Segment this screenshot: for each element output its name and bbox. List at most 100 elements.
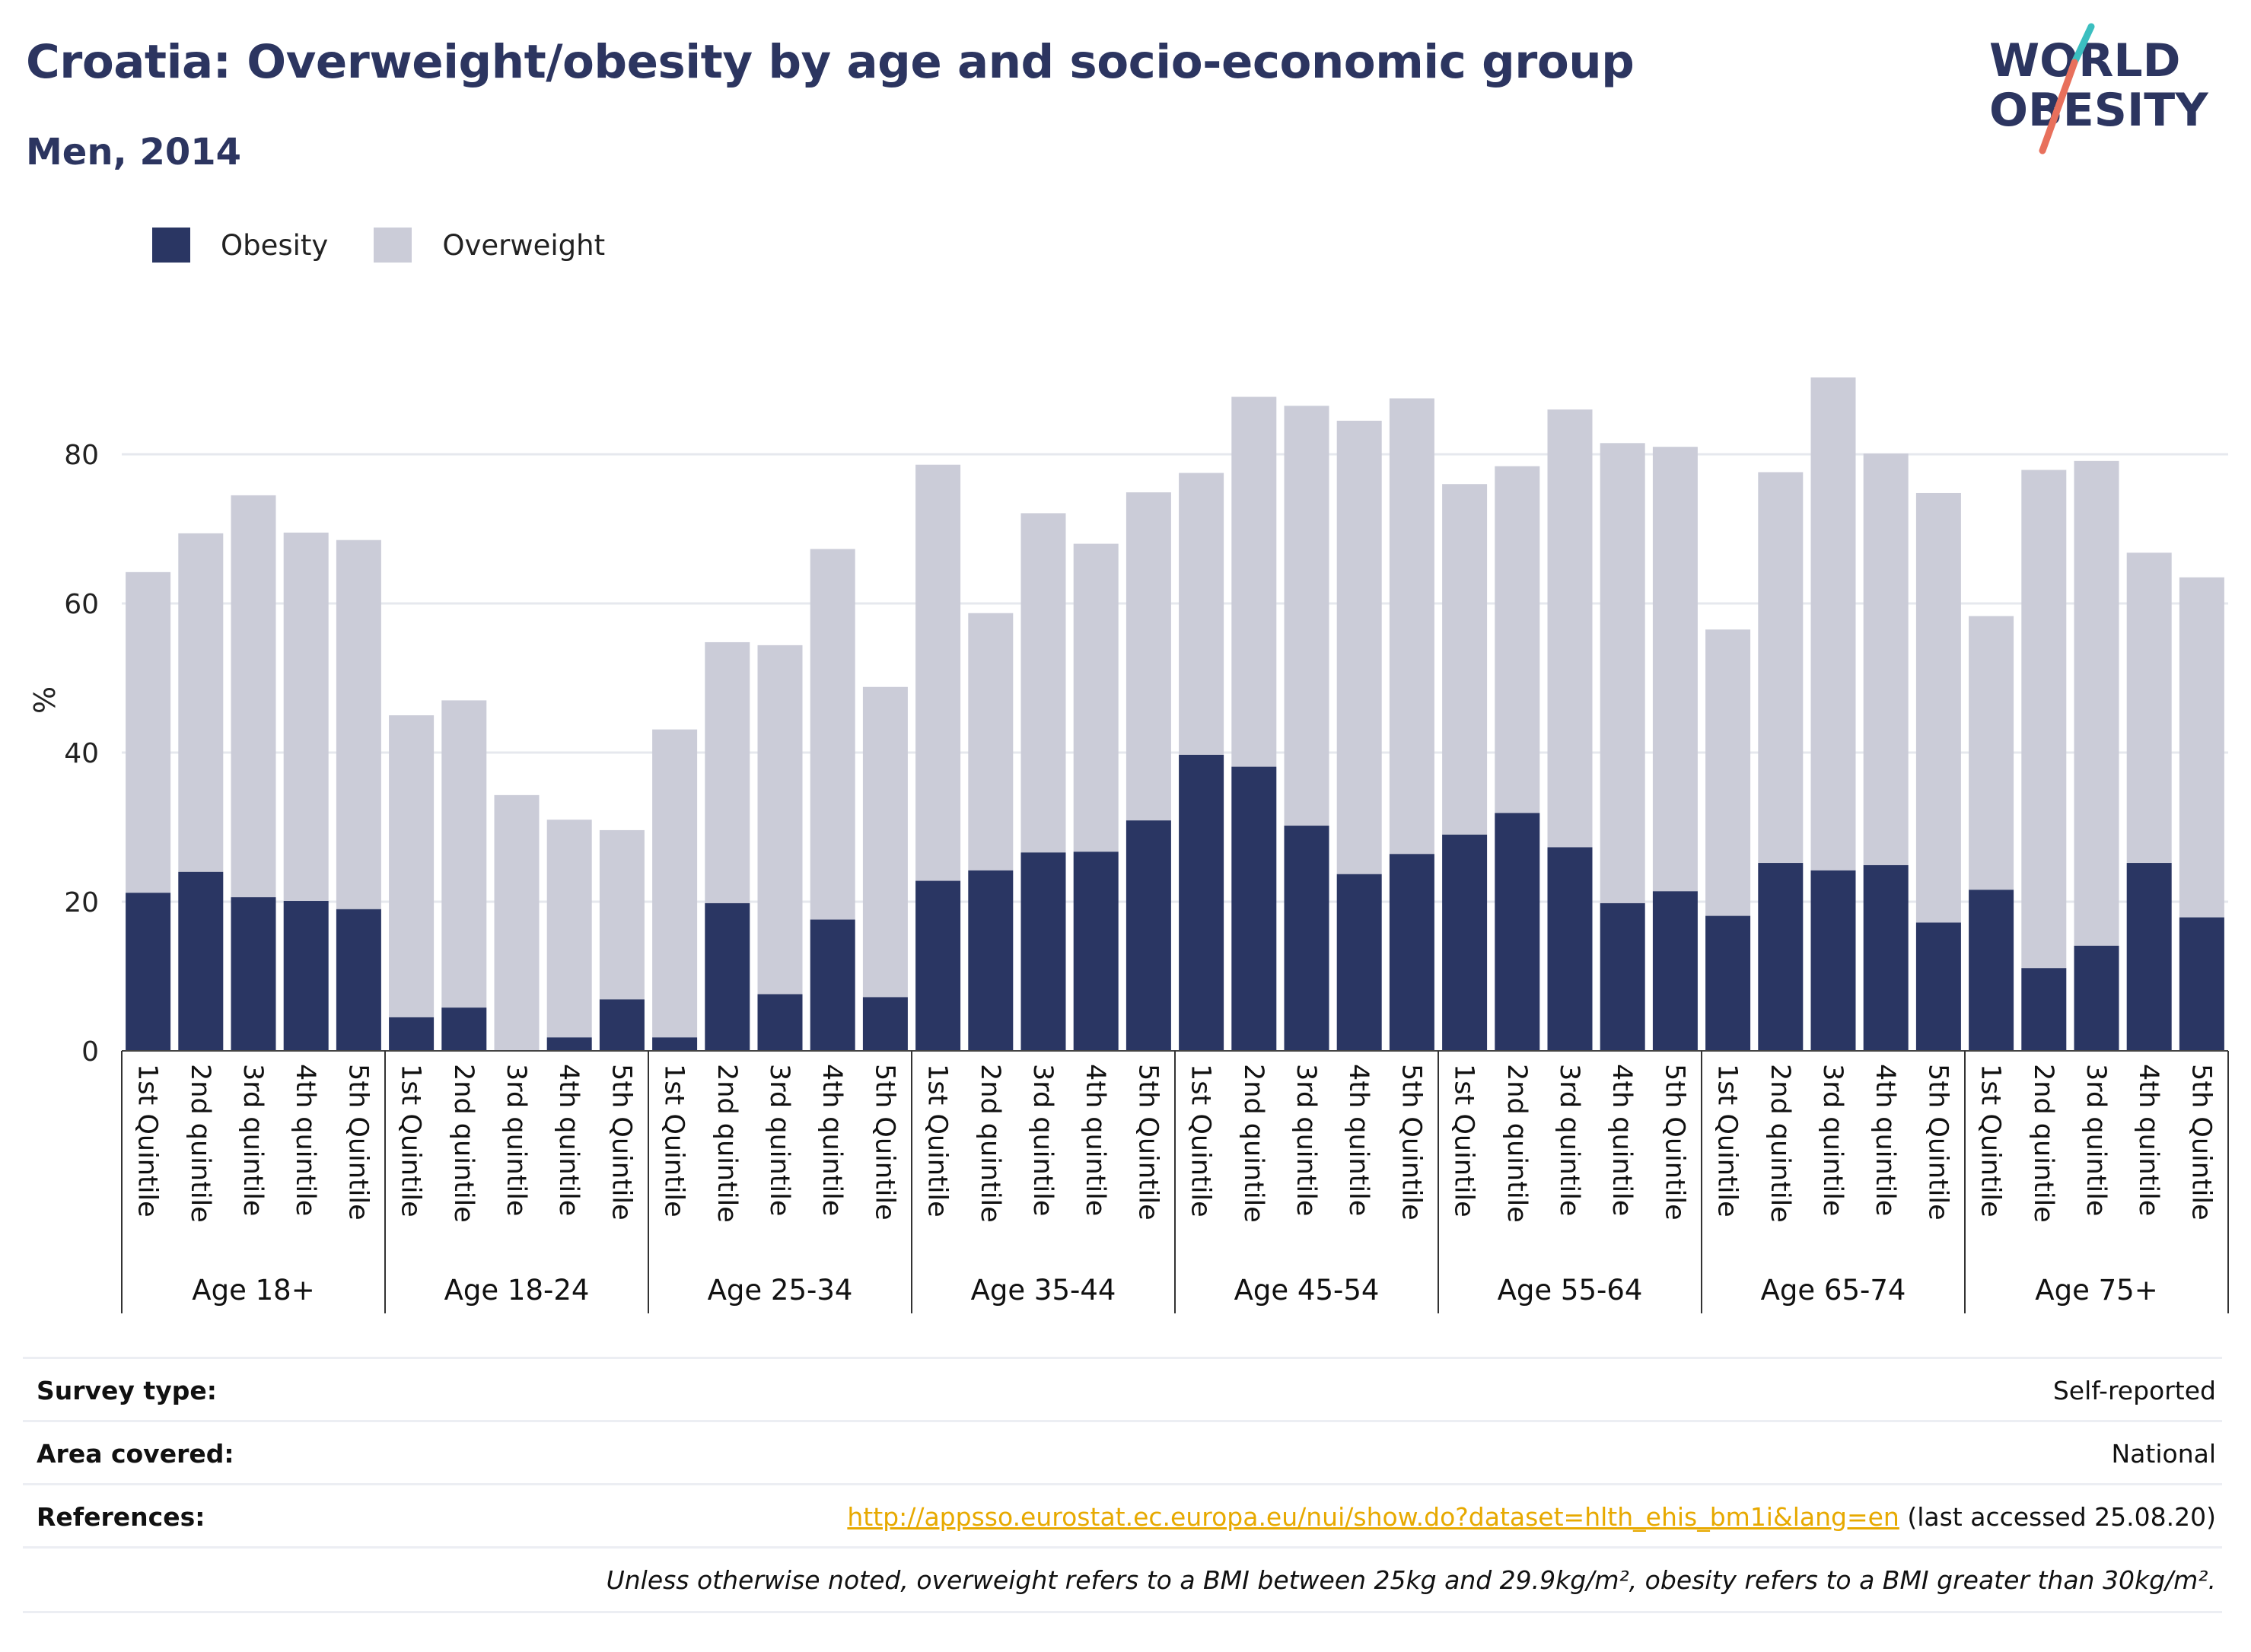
bar-obesity (1652, 891, 1698, 1051)
bar-obesity (336, 909, 381, 1051)
bar-overweight (1073, 543, 1119, 852)
bar-overweight (1336, 420, 1382, 874)
x-category-label: 1st Quintile (132, 1064, 163, 1218)
bar-obesity (1705, 915, 1751, 1051)
bar-overweight (1284, 406, 1329, 826)
y-tick-label: 60 (64, 589, 99, 620)
references-label: References: (37, 1501, 205, 1532)
bar-obesity (652, 1037, 698, 1051)
info-row-note: Unless otherwise noted, overweight refer… (23, 1546, 2222, 1613)
logo-slash-teal (2071, 23, 2095, 66)
y-tick-label: 80 (64, 440, 99, 471)
bar-overweight (126, 571, 171, 893)
x-category-label: 5th Quintile (1132, 1064, 1163, 1221)
x-category-label: 1st Quintile (1449, 1064, 1479, 1218)
reference-link[interactable]: http://appsso.eurostat.ec.europa.eu/nui/… (847, 1501, 1899, 1532)
x-category-label: 3rd quintile (1027, 1064, 1058, 1216)
x-category-label: 2nd quintile (448, 1064, 479, 1223)
bar-overweight (1969, 616, 2014, 890)
x-category-label: 5th Quintile (1922, 1064, 1953, 1221)
x-category-label: 2nd quintile (185, 1064, 215, 1223)
chart-title: Croatia: Overweight/obesity by age and s… (26, 35, 1635, 89)
x-category-label: 4th quintile (817, 1064, 847, 1216)
bar-obesity (2021, 968, 2067, 1051)
x-category-label: 4th quintile (1870, 1064, 1900, 1216)
stacked-bar-chart: 0 20 40 60 80% 1st Quintile 2nd quintile 3rd qu… (28, 377, 2229, 1313)
survey-type-label: Survey type: (37, 1375, 217, 1405)
bar-overweight (2074, 460, 2119, 946)
area-covered-label: Area covered: (37, 1438, 234, 1469)
x-group-label: Age 65-74 (1761, 1274, 1906, 1307)
bar-obesity (1758, 863, 1804, 1051)
x-category-label: 3rd quintile (1291, 1064, 1321, 1216)
bar-obesity (1020, 852, 1066, 1051)
area-covered-value: National (2111, 1438, 2216, 1469)
y-tick-label: 0 (81, 1036, 99, 1068)
x-category-label: 5th Quintile (2186, 1064, 2216, 1221)
x-category-label: 2nd quintile (1501, 1064, 1532, 1223)
x-group-label: Age 35-44 (971, 1274, 1116, 1307)
bar-obesity (1547, 847, 1593, 1051)
x-group-label: Age 75+ (2035, 1274, 2157, 1307)
legend-item-obesity[interactable]: Obesity (152, 228, 328, 263)
bar-obesity (1231, 766, 1277, 1051)
world-obesity-logo: WORLD OBESITY (1989, 23, 2209, 154)
x-category-label: 1st Quintile (922, 1064, 953, 1218)
bar-overweight (1863, 454, 1909, 865)
bar-overweight (1126, 492, 1171, 821)
x-category-label: 2nd quintile (975, 1064, 1005, 1223)
bar-obesity (1073, 851, 1119, 1051)
x-category-label: 5th Quintile (1396, 1064, 1426, 1221)
bar-obesity (2126, 863, 2172, 1051)
bar-overweight (757, 645, 803, 995)
bar-obesity (178, 871, 224, 1051)
info-row-area-covered: Area covered: National (23, 1420, 2222, 1485)
bar-obesity (1495, 813, 1540, 1051)
x-category-label: 1st Quintile (396, 1064, 426, 1218)
x-category-label: 1st Quintile (1976, 1064, 2006, 1218)
x-category-label: 3rd quintile (764, 1064, 794, 1216)
bar-obesity (2074, 945, 2119, 1051)
x-category-label: 1st Quintile (659, 1064, 689, 1218)
bar-overweight (1389, 398, 1434, 855)
info-row-references: References: http://appsso.eurostat.ec.eu… (23, 1483, 2222, 1548)
bar-obesity (968, 870, 1014, 1051)
bar-overweight (2126, 552, 2172, 864)
bar-obesity (283, 901, 329, 1051)
x-category-label: 3rd quintile (1817, 1064, 1848, 1216)
x-category-label: 5th Quintile (606, 1064, 636, 1221)
bar-obesity (1179, 754, 1224, 1051)
bar-obesity (1915, 922, 1961, 1051)
bar-obesity (810, 919, 855, 1051)
x-category-label: 4th quintile (553, 1064, 584, 1216)
logo-line-obesity: OBESITY (1989, 84, 2209, 137)
bar-obesity (231, 897, 276, 1051)
x-category-label: 5th Quintile (869, 1064, 899, 1221)
bar-obesity (1389, 854, 1434, 1051)
x-category-label: 4th quintile (2133, 1064, 2163, 1216)
legend-label-overweight: Overweight (442, 228, 606, 262)
bar-overweight (862, 686, 908, 998)
legend-item-overweight[interactable]: Overweight (374, 228, 605, 263)
bar-overweight (231, 495, 276, 898)
bar-obesity (441, 1007, 487, 1051)
bar-overweight (1179, 473, 1224, 755)
x-category-label: 3rd quintile (237, 1064, 268, 1216)
x-group-label: Age 18+ (192, 1274, 314, 1307)
bar-obesity (862, 997, 908, 1051)
bar-overweight (1758, 472, 1804, 864)
bar-overweight (1705, 629, 1751, 916)
bar-overweight (389, 715, 435, 1017)
bar-overweight (336, 540, 381, 909)
x-group-label: Age 45-54 (1234, 1274, 1380, 1307)
bar-overweight (1020, 513, 1066, 853)
x-category-label: 1st Quintile (1186, 1064, 1216, 1218)
x-category-label: 2nd quintile (1765, 1064, 1795, 1223)
x-category-label: 5th Quintile (342, 1064, 373, 1221)
bar-obesity (126, 893, 171, 1051)
references-value: http://appsso.eurostat.ec.europa.eu/nui/… (847, 1502, 2222, 1532)
legend-swatch-overweight (374, 228, 412, 263)
bar-overweight (178, 533, 224, 872)
bar-overweight (915, 464, 961, 881)
x-category-label: 4th quintile (1343, 1064, 1374, 1216)
